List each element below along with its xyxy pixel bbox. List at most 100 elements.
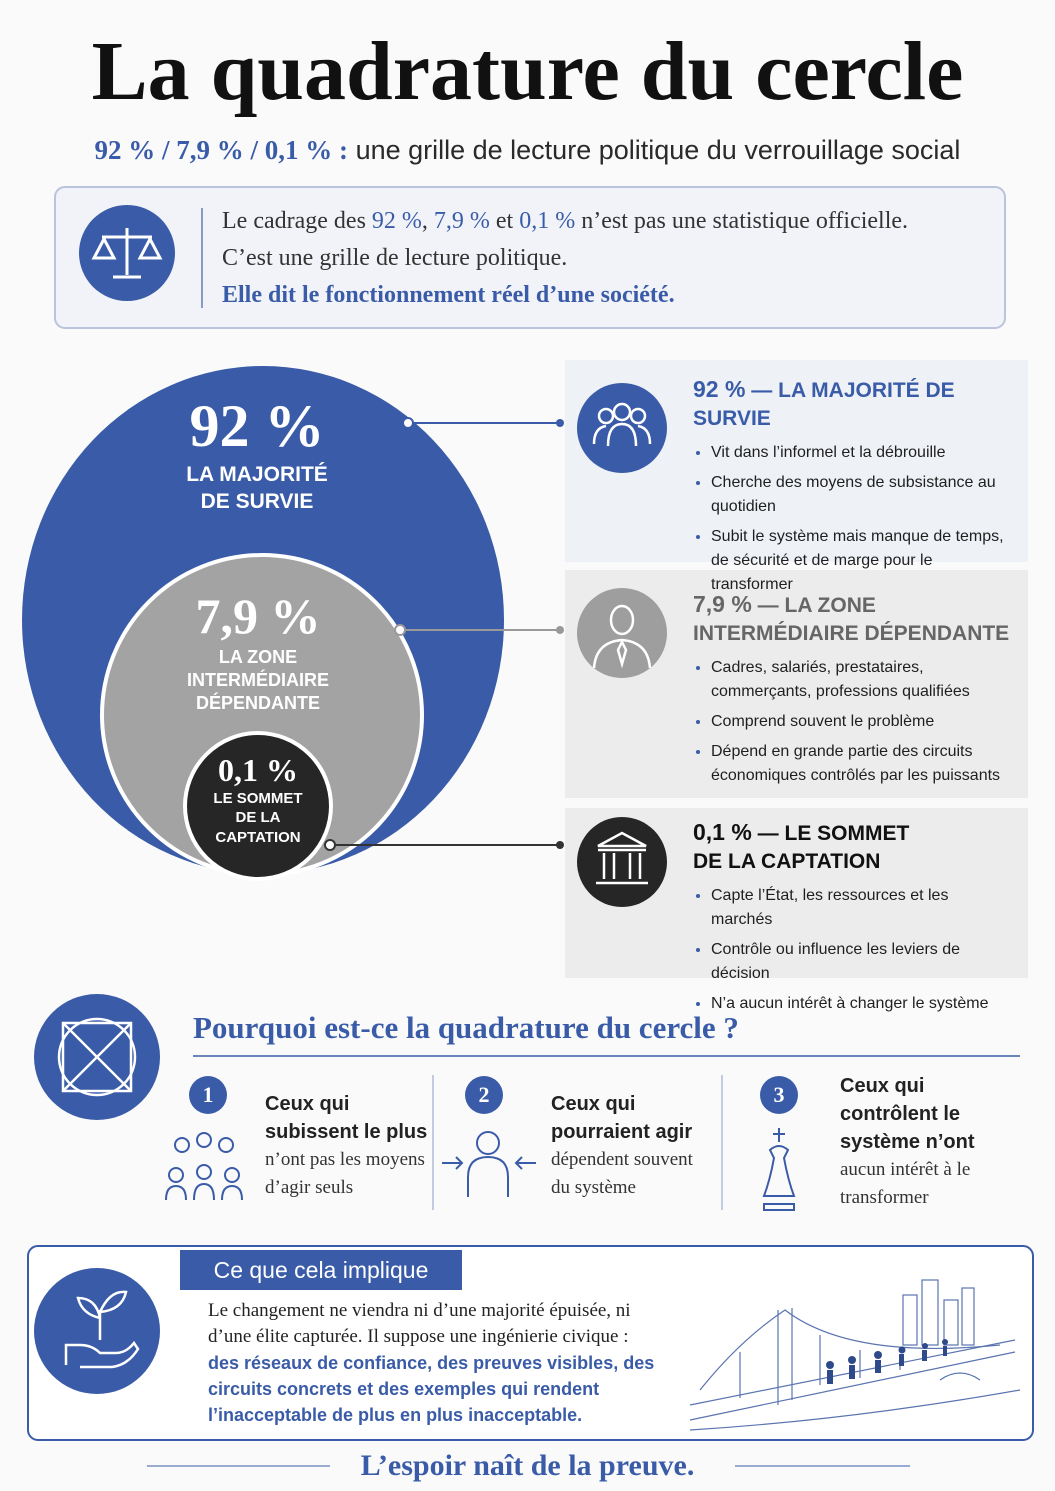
title: La quadrature du cercle — [91, 25, 964, 118]
building-icon — [577, 817, 667, 907]
why-title: Pourquoi est-ce la quadrature du cercle … — [193, 1010, 739, 1045]
group-title-line: 0,1 % — LE SOMMET — [693, 818, 1023, 848]
bullet: N’a aucun intérêt à changer le système — [711, 992, 1011, 1016]
bullet-list: Cadres, salariés, prestataires, commerça… — [693, 656, 1011, 788]
why-bold: Ceux qui contrôlent le système n’ont — [840, 1075, 975, 1153]
bullet: Comprend souvent le problème — [711, 710, 1011, 734]
why-bold: Ceux qui pourraient agir — [551, 1093, 693, 1143]
group-title-text: INTERMÉDIAIRE DÉPENDANTE — [693, 622, 1010, 645]
intro-line: Le cadrage des 92 %, 7,9 % et 0,1 % n’es… — [222, 203, 992, 240]
people-glyph — [592, 402, 652, 447]
subtitle: 92 % / 7,9 % / 0,1 % : une grille de lec… — [0, 132, 1055, 168]
intro-part: n’est pas une statistique officielle. — [575, 208, 909, 234]
why-detail: aucun intérêt à le transformer — [840, 1159, 971, 1208]
implication-body: Le changement ne viendra ni d’une majori… — [208, 1300, 631, 1347]
circle-label: 7,9 % LA ZONE INTERMÉDIAIRE DÉPENDANTE — [108, 588, 408, 716]
intro-text: Le cadrage des 92 %, 7,9 % et 0,1 % n’es… — [222, 203, 992, 314]
number: 2 — [478, 1082, 490, 1107]
why-text: Ceux qui subissent le plus n’ont pas les … — [265, 1090, 430, 1202]
footer: L’espoir naît de la preuve. — [360, 1449, 695, 1482]
group-title-line: 92 % — LA MAJORITÉ DE SURVIE — [693, 375, 1023, 433]
circle-caption: LA MAJORITÉ — [186, 463, 328, 486]
group-title-line: 7,9 % — LA ZONE — [693, 590, 1023, 620]
bullet-list: Vit dans l’informel et la débrouille Cher… — [693, 441, 1011, 597]
intro-part: Le cadrage des — [222, 208, 372, 234]
circle-caption: LE SOMMET — [213, 789, 303, 807]
implication-text: Le changement ne viendra ni d’une majori… — [208, 1298, 658, 1428]
plant-icon — [34, 1268, 160, 1394]
bridge-illustration — [689, 1279, 1021, 1431]
why-text: Ceux qui contrôlent le système n’ont aucu… — [840, 1072, 1010, 1212]
group-panel-text: 92 % — LA MAJORITÉ DE SURVIE Vit dans l’i… — [693, 375, 1023, 603]
circle-figure: 0,1 % — [218, 752, 298, 788]
implication-tab — [180, 1250, 462, 1290]
circle-caption: INTERMÉDIAIRE — [186, 669, 329, 690]
circle-caption: DE SURVIE — [200, 490, 314, 514]
number: 1 — [202, 1082, 214, 1107]
group-figure: 0,1 % — [693, 819, 752, 845]
group-figure: 7,9 % — [693, 591, 752, 617]
intro-box — [54, 186, 1006, 329]
king-glyph — [762, 1128, 796, 1211]
implication-emphasis: des réseaux de confiance, des preuves vi… — [208, 1353, 655, 1425]
group-title-text: — LA ZONE — [757, 594, 876, 617]
implication-box — [27, 1245, 1034, 1441]
circle-caption: DE LA — [235, 809, 281, 827]
group-title-text: — LA MAJORITÉ DE SURVIE — [693, 379, 955, 430]
why-bold: Ceux qui subissent le plus — [265, 1093, 428, 1143]
intro-part: et — [489, 208, 520, 234]
intro-line: C’est une grille de lecture politique. — [222, 245, 568, 271]
bullet: Cadres, salariés, prestataires, commerça… — [711, 656, 1011, 704]
group-title-text: — LE SOMMET — [757, 822, 910, 845]
connector-dots — [324, 417, 564, 851]
scale-glyph — [91, 228, 163, 279]
walkers — [826, 1339, 948, 1384]
circle-figure: 7,9 % — [195, 588, 321, 644]
bullet: Vit dans l’informel et la débrouille — [711, 441, 1011, 465]
subtitle-text: une grille de lecture politique du verro… — [355, 135, 961, 165]
group-title-line: INTERMÉDIAIRE DÉPENDANTE — [693, 620, 1023, 648]
intro-figure: 7,9 % — [433, 208, 490, 234]
intro-part: , — [421, 208, 434, 234]
number-badge — [760, 1076, 798, 1114]
intro-emphasis: Elle dit le fonctionnement réel d’une so… — [222, 282, 675, 308]
intro-figure: 92 % — [371, 208, 422, 234]
bullet: Capte l’État, les ressources et les marc… — [711, 884, 1011, 932]
circle-label: 0,1 % LE SOMMET DE LA CAPTATION — [108, 752, 408, 847]
group-title-line: DE LA CAPTATION — [693, 848, 1023, 876]
bullet: Cherche des moyens de subsistance au quo… — [711, 471, 1011, 519]
square-glyph — [57, 1017, 137, 1097]
group-title: 0,1 % — LE SOMMET DE LA CAPTATION — [693, 818, 1023, 876]
bullet: Dépend en grande partie des circuits éco… — [711, 740, 1011, 788]
connectors — [330, 422, 560, 846]
crowd-glyph — [165, 1132, 243, 1201]
group-figure: 92 % — [693, 376, 746, 402]
building-glyph — [596, 831, 648, 885]
group-title: 92 % — LA MAJORITÉ DE SURVIE — [693, 375, 1023, 433]
number-badge — [189, 1076, 227, 1114]
actor-glyph — [442, 1131, 536, 1197]
number-badge — [465, 1076, 503, 1114]
intro-figure: 0,1 % — [519, 208, 576, 234]
group-title: 7,9 % — LA ZONE INTERMÉDIAIRE DÉPENDANTE — [693, 590, 1023, 648]
why-detail: n’ont pas les moyens d’agir seuls — [265, 1149, 425, 1198]
implication-title: Ce que cela implique — [213, 1257, 429, 1283]
why-detail: dépendent souvent du système — [551, 1149, 693, 1198]
why-text: Ceux qui pourraient agir dépendent souven… — [551, 1090, 711, 1202]
number: 3 — [773, 1082, 785, 1107]
group-title-text: DE LA CAPTATION — [693, 850, 881, 873]
subtitle-figures: 92 % / 7,9 % / 0,1 % : — [94, 135, 349, 165]
plant-glyph — [64, 1290, 140, 1369]
circle-top — [183, 731, 333, 881]
circle-caption: LA ZONE — [218, 646, 298, 667]
bullet: Subit le système mais manque de temps, d… — [711, 525, 1011, 597]
people-icon — [577, 383, 667, 473]
circle-caption: CAPTATION — [215, 828, 301, 846]
circle-label: 92 % LA MAJORITÉ DE SURVIE — [107, 392, 407, 516]
bullet: Contrôle ou influence les leviers de déc… — [711, 938, 1011, 986]
